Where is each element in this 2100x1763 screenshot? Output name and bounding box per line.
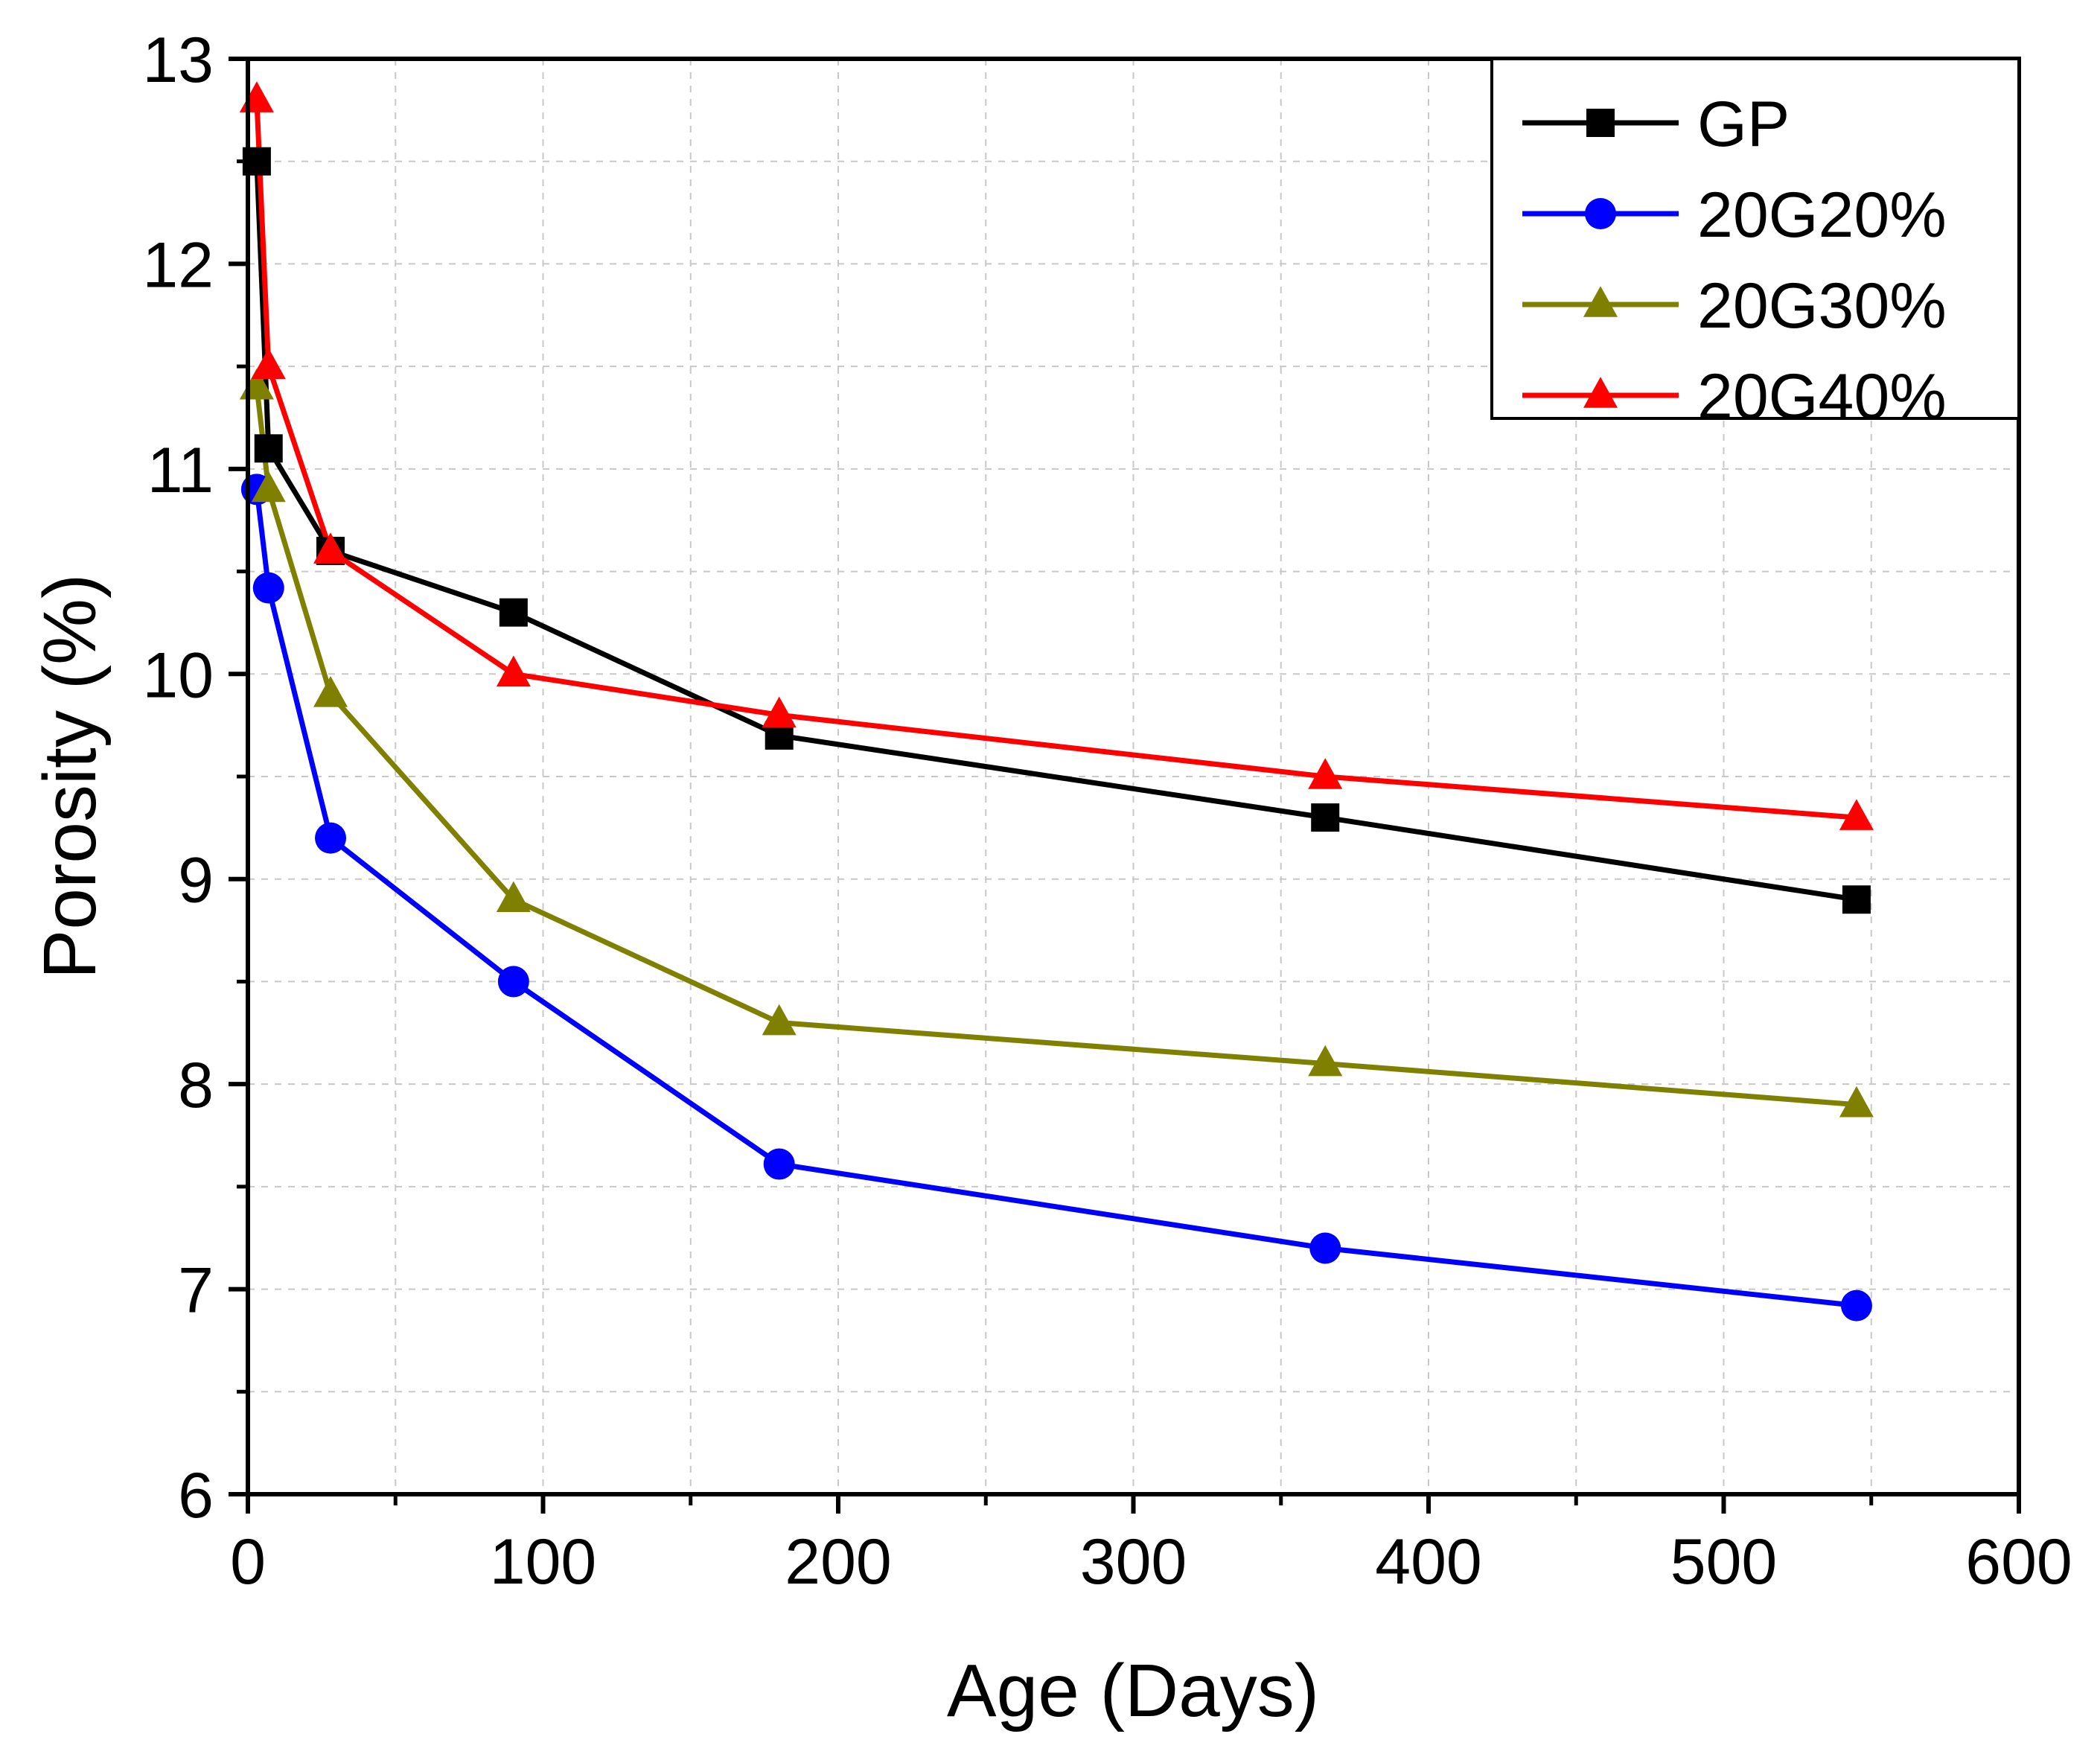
data-point-20g20 [1840,1289,1872,1322]
legend-label-gp: GP [1697,89,1790,160]
data-point-gp [499,598,528,627]
data-point-20g20 [763,1148,795,1180]
x-tick-label: 600 [1965,1526,2072,1598]
legend-marker-20g40 [1583,377,1618,408]
legend-box [1490,57,2020,420]
legend-marker-gp [1586,109,1615,137]
data-point-20g30 [251,471,286,503]
x-tick-label: 0 [230,1526,266,1598]
x-tick-label: 200 [785,1526,892,1598]
data-point-20g20 [497,966,529,998]
data-point-20g40 [762,696,797,728]
y-tick-label: 12 [142,229,214,301]
y-axis-title: Porosity (%) [28,574,112,980]
data-point-20g30 [1839,1085,1874,1118]
series-layer [239,81,1874,1322]
legend-label-20g40: 20G40% [1697,361,1947,433]
y-tick-label: 11 [147,435,214,506]
data-point-20g40 [313,532,348,564]
series-line-20g20 [254,488,1857,1309]
x-tick-label: 300 [1080,1526,1187,1598]
legend-marker-20g20 [1585,198,1616,229]
x-tick-label: 500 [1670,1526,1778,1598]
legend-marker-20g30 [1583,286,1618,317]
data-point-gp [1311,803,1340,832]
data-point-gp [254,434,283,463]
x-tick-label: 400 [1375,1526,1482,1598]
data-point-20g20 [315,822,347,854]
y-tick-label: 10 [142,640,214,711]
legend: GP 20G20% 20G30% 20G40% [1490,57,2020,433]
x-axis-title: Age (Days) [947,1649,1319,1732]
data-point-gp [1842,885,1871,914]
y-tick-label: 9 [178,845,214,916]
data-point-20g30 [313,676,348,707]
data-point-20g40 [239,81,274,112]
legend-label-20g20: 20G20% [1697,179,1947,251]
legend-label-20g30: 20G30% [1697,270,1947,342]
x-tick-label: 100 [490,1526,597,1598]
data-point-20g40 [251,348,286,379]
data-point-20g30 [496,881,531,913]
data-point-20g30 [1308,1045,1343,1077]
data-point-20g20 [1309,1232,1341,1264]
axis-ticks: 0 100 200 300 400 500 600 6 7 8 9 10 11 12 13 [142,25,2072,1598]
y-tick-label: 6 [178,1460,214,1531]
data-point-20g20 [252,572,284,604]
y-tick-label: 7 [178,1255,214,1327]
data-point-20g40 [1839,799,1874,830]
data-point-20g40 [496,655,531,687]
y-tick-label: 8 [178,1050,214,1121]
data-point-20g30 [762,1004,797,1036]
y-tick-label: 13 [142,25,214,96]
data-point-20g40 [1308,758,1343,789]
